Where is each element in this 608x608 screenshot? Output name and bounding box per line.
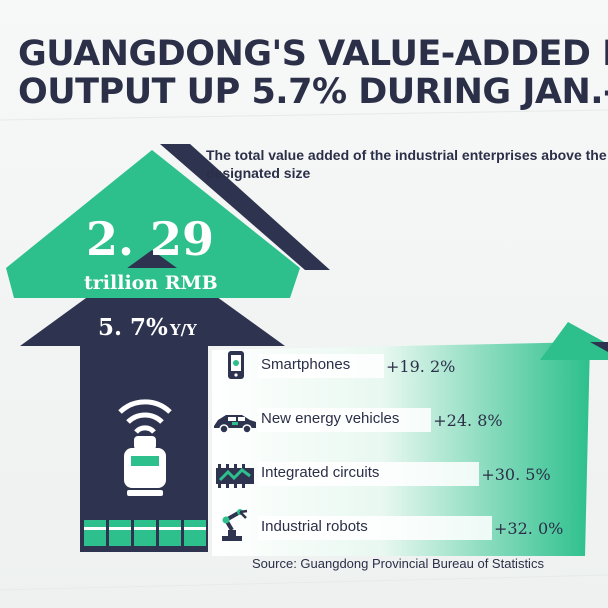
conveyor-block-stripe — [109, 527, 131, 530]
conveyor-block-stripe — [184, 527, 206, 530]
page-title-line-1: GUANGDONG'S VALUE-ADDED INDUSTRIAL — [18, 34, 608, 74]
conveyor-block — [134, 520, 156, 546]
value-label: +32. 0% — [494, 519, 564, 538]
headline-value: 2. 29 — [86, 212, 215, 266]
conveyor-block-stripe — [84, 527, 106, 530]
category-label: Integrated circuits — [261, 464, 380, 481]
value-label: +19. 2% — [386, 357, 456, 376]
growth-value: 5. 7% — [98, 314, 168, 341]
robot-arm-icon — [216, 508, 256, 547]
conveyor-block-stripe — [134, 527, 156, 530]
decor-line — [0, 109, 608, 121]
arrow-head-green — [6, 150, 300, 268]
panel-arrow-tip — [540, 322, 608, 360]
bar — [258, 516, 492, 540]
arrow-shadow-shape — [160, 144, 330, 270]
chip-icon — [212, 464, 258, 493]
decor-line — [0, 574, 608, 591]
page-title-line-2: OUTPUT UP 5.7% DURING JAN.-JULY — [18, 72, 608, 112]
category-label: New energy vehicles — [261, 410, 400, 427]
headline-growth: 5. 7% Y/Y — [98, 314, 197, 341]
items-panel — [212, 342, 590, 556]
value-label: +24. 8% — [433, 411, 503, 430]
category-label: Smartphones — [261, 356, 351, 373]
conveyor-block — [184, 520, 206, 546]
conveyor-block — [109, 520, 131, 546]
conveyor-blocks — [84, 520, 206, 546]
conveyor-block — [159, 520, 181, 546]
conveyor-block — [84, 520, 106, 546]
headline-unit: trillion RMB — [84, 272, 218, 294]
value-label: +30. 5% — [481, 465, 551, 484]
growth-suffix: Y/Y — [169, 321, 197, 339]
arrow-band-green — [6, 268, 300, 298]
smartphone-icon — [223, 350, 249, 385]
bar — [258, 462, 480, 486]
category-label: Industrial robots — [261, 518, 368, 535]
panel-arrow-shadow — [590, 342, 608, 352]
bar — [258, 354, 384, 378]
car-icon — [212, 410, 258, 439]
bar — [258, 408, 432, 432]
subtitle: The total value added of the industrial … — [206, 147, 607, 181]
robot-wifi-icon — [118, 399, 172, 496]
source-note: Source: Guangdong Provincial Bureau of S… — [252, 556, 544, 571]
conveyor-block-stripe — [159, 527, 181, 530]
